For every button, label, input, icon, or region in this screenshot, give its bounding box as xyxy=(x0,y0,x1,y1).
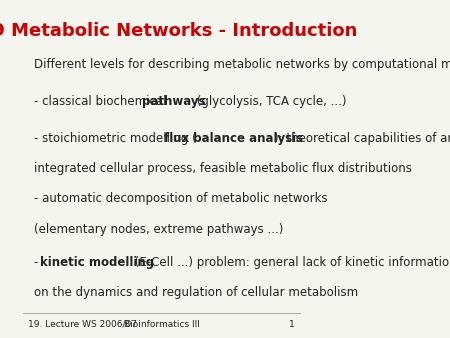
Text: - stoichiometric modelling (: - stoichiometric modelling ( xyxy=(34,132,197,145)
Text: flux balance analysis: flux balance analysis xyxy=(163,132,303,145)
Text: Different levels for describing metabolic networks by computational methods:: Different levels for describing metaboli… xyxy=(34,58,450,71)
Text: - classical biochemical: - classical biochemical xyxy=(34,95,170,108)
Text: pathways: pathways xyxy=(142,95,206,108)
Text: 1: 1 xyxy=(289,320,295,329)
Text: ): theoretical capabilities of an: ): theoretical capabilities of an xyxy=(274,132,450,145)
Text: (E-Cell ...) problem: general lack of kinetic information: (E-Cell ...) problem: general lack of ki… xyxy=(131,256,450,269)
Text: V19 Metabolic Networks - Introduction: V19 Metabolic Networks - Introduction xyxy=(0,22,357,40)
Text: integrated cellular process, feasible metabolic flux distributions: integrated cellular process, feasible me… xyxy=(34,162,412,175)
Text: (elementary nodes, extreme pathways ...): (elementary nodes, extreme pathways ...) xyxy=(34,223,283,236)
Text: -: - xyxy=(34,256,42,269)
Text: kinetic modelling: kinetic modelling xyxy=(40,256,154,269)
Text: Bioinformatics III: Bioinformatics III xyxy=(124,320,200,329)
Text: on the dynamics and regulation of cellular metabolism: on the dynamics and regulation of cellul… xyxy=(34,286,358,299)
Text: (glycolysis, TCA cycle, ...): (glycolysis, TCA cycle, ...) xyxy=(193,95,346,108)
Text: - automatic decomposition of metabolic networks: - automatic decomposition of metabolic n… xyxy=(34,192,328,206)
Text: 19. Lecture WS 2006/07: 19. Lecture WS 2006/07 xyxy=(28,320,137,329)
